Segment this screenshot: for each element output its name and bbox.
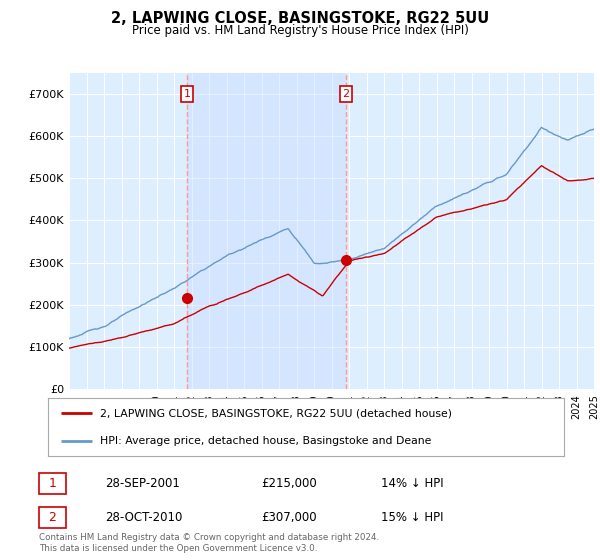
Text: Contains HM Land Registry data © Crown copyright and database right 2024.
This d: Contains HM Land Registry data © Crown c… [39,533,379,553]
Text: £307,000: £307,000 [261,511,317,524]
Text: 1: 1 [184,89,191,99]
Text: 2: 2 [343,89,350,99]
Text: £215,000: £215,000 [261,477,317,491]
Text: 2, LAPWING CLOSE, BASINGSTOKE, RG22 5UU (detached house): 2, LAPWING CLOSE, BASINGSTOKE, RG22 5UU … [100,408,452,418]
Text: HPI: Average price, detached house, Basingstoke and Deane: HPI: Average price, detached house, Basi… [100,436,431,446]
Bar [187,73,346,389]
Text: 14% ↓ HPI: 14% ↓ HPI [381,477,443,491]
Text: 2, LAPWING CLOSE, BASINGSTOKE, RG22 5UU: 2, LAPWING CLOSE, BASINGSTOKE, RG22 5UU [111,11,489,26]
Text: 28-OCT-2010: 28-OCT-2010 [105,511,182,524]
Text: 28-SEP-2001: 28-SEP-2001 [105,477,180,491]
Text: 2: 2 [49,511,56,524]
Text: 1: 1 [49,477,56,491]
Text: 15% ↓ HPI: 15% ↓ HPI [381,511,443,524]
Text: Price paid vs. HM Land Registry's House Price Index (HPI): Price paid vs. HM Land Registry's House … [131,24,469,36]
